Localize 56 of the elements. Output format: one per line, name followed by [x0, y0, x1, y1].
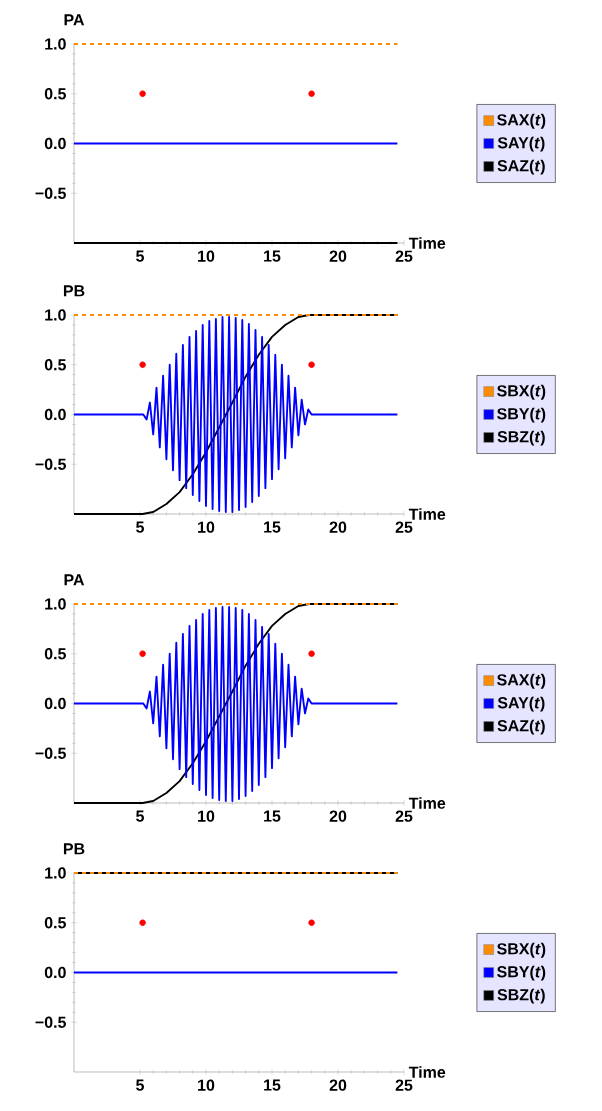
x-tick-label: 10 — [198, 1079, 215, 1091]
x-axis-title: Time — [408, 797, 446, 809]
x-tick-label: 10 — [198, 810, 215, 822]
y-tick-label: −0.5 — [35, 187, 66, 199]
y-tick-label: −0.5 — [35, 747, 66, 759]
x-tick-label: 20 — [329, 1079, 347, 1091]
x-tick-label: 20 — [329, 250, 347, 262]
x-tick-label: 20 — [329, 521, 347, 533]
x-axis-title: Time — [408, 1066, 446, 1078]
legend-label: SBZ(t) — [497, 988, 545, 1004]
legend-label: SAY(t) — [497, 696, 545, 712]
y-tick-label: 0.5 — [44, 88, 66, 100]
x-tick-label: 25 — [395, 1079, 413, 1091]
legend-label: SBX(t) — [497, 384, 546, 400]
y-axis-title: PA — [64, 574, 85, 586]
y-tick-label: 0.5 — [44, 359, 66, 371]
x-tick-label: 5 — [136, 250, 144, 262]
x-tick-label: 10 — [198, 521, 215, 533]
y-tick-label: −0.5 — [35, 1016, 66, 1028]
x-tick-label: 25 — [395, 810, 413, 822]
x-tick-label: 10 — [198, 250, 215, 262]
y-axis-title: PA — [64, 14, 85, 26]
y-tick-label: 1.0 — [45, 598, 66, 610]
y-tick-label: 1.0 — [45, 38, 66, 50]
x-tick-label: 15 — [264, 1079, 281, 1091]
x-tick-label: 5 — [136, 521, 144, 533]
x-tick-label: 15 — [264, 810, 281, 822]
legend-label: SAX(t) — [497, 673, 546, 689]
legend-label: SBY(t) — [497, 407, 546, 423]
x-tick-label: 15 — [264, 250, 281, 262]
y-tick-label: 1.0 — [45, 309, 66, 321]
legend-label: SBY(t) — [497, 965, 546, 981]
x-tick-label: 15 — [264, 521, 281, 533]
y-tick-label: 0.0 — [44, 966, 66, 979]
legend-label: SAX(t) — [497, 113, 546, 129]
y-tick-label: −0.5 — [35, 458, 66, 470]
y-axis-title: PB — [63, 285, 85, 297]
x-tick-label: 5 — [136, 810, 144, 822]
x-axis-title: Time — [408, 508, 446, 520]
x-tick-label: 25 — [395, 521, 413, 533]
x-tick-label: 20 — [329, 810, 347, 822]
x-tick-label: 5 — [136, 1079, 144, 1091]
x-tick-label: 25 — [395, 250, 413, 262]
y-tick-label: 0.5 — [44, 917, 66, 929]
y-tick-label: 0.0 — [44, 137, 66, 150]
y-tick-label: 0.0 — [44, 697, 66, 710]
legend-label: SAZ(t) — [497, 719, 545, 735]
legend-label: SAZ(t) — [497, 159, 545, 175]
legend-label: SBZ(t) — [497, 430, 545, 446]
y-tick-label: 0.0 — [44, 408, 66, 421]
y-tick-label: 0.5 — [44, 648, 66, 660]
legend-label: SBX(t) — [497, 942, 546, 958]
legend-label: SAY(t) — [497, 136, 545, 152]
y-tick-label: 1.0 — [45, 867, 66, 879]
x-axis-title: Time — [408, 237, 446, 249]
y-axis-title: PB — [63, 843, 85, 855]
